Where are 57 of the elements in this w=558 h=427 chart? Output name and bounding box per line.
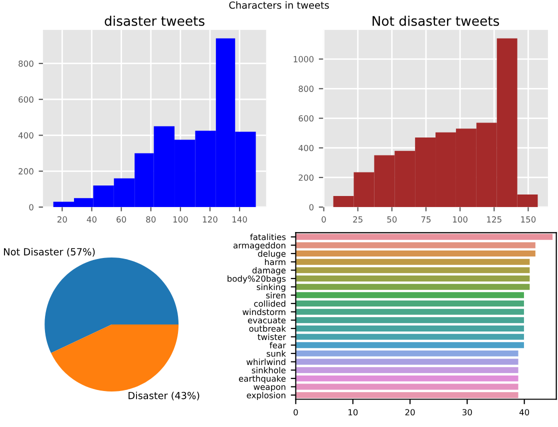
y-tick-label: deluge <box>258 250 286 258</box>
x-tick-label: 75 <box>421 216 431 223</box>
x-tick-label: 120 <box>202 216 218 223</box>
x-tick-label: 100 <box>173 216 188 223</box>
x-tick-label: 100 <box>453 216 468 223</box>
y-tick-label: harm <box>264 258 286 266</box>
y-tick-label: sunk <box>266 350 286 357</box>
y-tick-label: armageddon <box>234 242 286 250</box>
y-tick-label: 600 <box>298 115 314 122</box>
x-tick-label: 20 <box>405 409 415 416</box>
y-tick-label: 400 <box>18 132 34 139</box>
y-tick-label: 200 <box>18 168 34 174</box>
y-tick-label: fear <box>270 342 286 348</box>
y-tick-label: explosion <box>246 392 286 400</box>
y-tick-label: evacuate <box>248 317 286 324</box>
x-tick-label: 80 <box>146 216 156 223</box>
y-tick-label: 0 <box>29 204 34 210</box>
y-tick-label: damage <box>252 267 286 276</box>
x-tick-label: 140 <box>232 216 247 223</box>
x-tick-label: 0 <box>294 409 298 416</box>
x-tick-label: 40 <box>86 216 96 223</box>
y-tick-label: sinkhole <box>252 366 286 374</box>
x-tick-label: 125 <box>487 216 502 223</box>
x-tick-label: 10 <box>348 409 358 416</box>
x-tick-label: 60 <box>116 216 126 223</box>
y-tick-label: 200 <box>298 174 314 181</box>
y-tick-label: twister <box>258 334 286 340</box>
y-tick-label: outbreak <box>249 325 286 332</box>
y-tick-label: body%20bags <box>228 275 286 284</box>
slice-label: Disaster (43%) <box>128 392 200 400</box>
x-tick-label: 25 <box>353 216 362 223</box>
y-tick-label: windstorm <box>242 308 286 316</box>
pie-slice <box>51 324 179 392</box>
x-tick-label: 0 <box>322 216 326 223</box>
y-tick-label: 600 <box>18 96 34 103</box>
slice-label: Not Disaster (57%) <box>4 248 95 257</box>
chart-title: disaster tweets <box>104 16 204 26</box>
y-tick-label: weapon <box>254 385 286 392</box>
y-tick-label: 0 <box>309 204 314 210</box>
y-tick-label: sinking <box>256 284 286 292</box>
y-tick-label: siren <box>266 292 286 298</box>
y-tick-label: 1000 <box>294 56 314 62</box>
y-tick-label: 800 <box>298 86 314 92</box>
y-tick-label: 400 <box>298 144 314 152</box>
x-tick-label: 40 <box>519 409 530 416</box>
text: Characters in tweets <box>229 1 329 9</box>
x-tick-label: 150 <box>521 216 536 223</box>
x-tick-label: 30 <box>462 409 472 416</box>
y-tick-label: 800 <box>18 60 34 67</box>
chart-title: Not disaster tweets <box>372 16 500 26</box>
y-tick-label: earthquake <box>238 375 286 384</box>
y-tick-label: fatalities <box>250 234 286 240</box>
y-tick-label: whirlwind <box>246 358 286 366</box>
pie-slice <box>44 258 179 354</box>
x-tick-label: 50 <box>387 216 397 223</box>
x-tick-label: 20 <box>57 216 67 223</box>
y-tick-label: collided <box>254 300 286 307</box>
